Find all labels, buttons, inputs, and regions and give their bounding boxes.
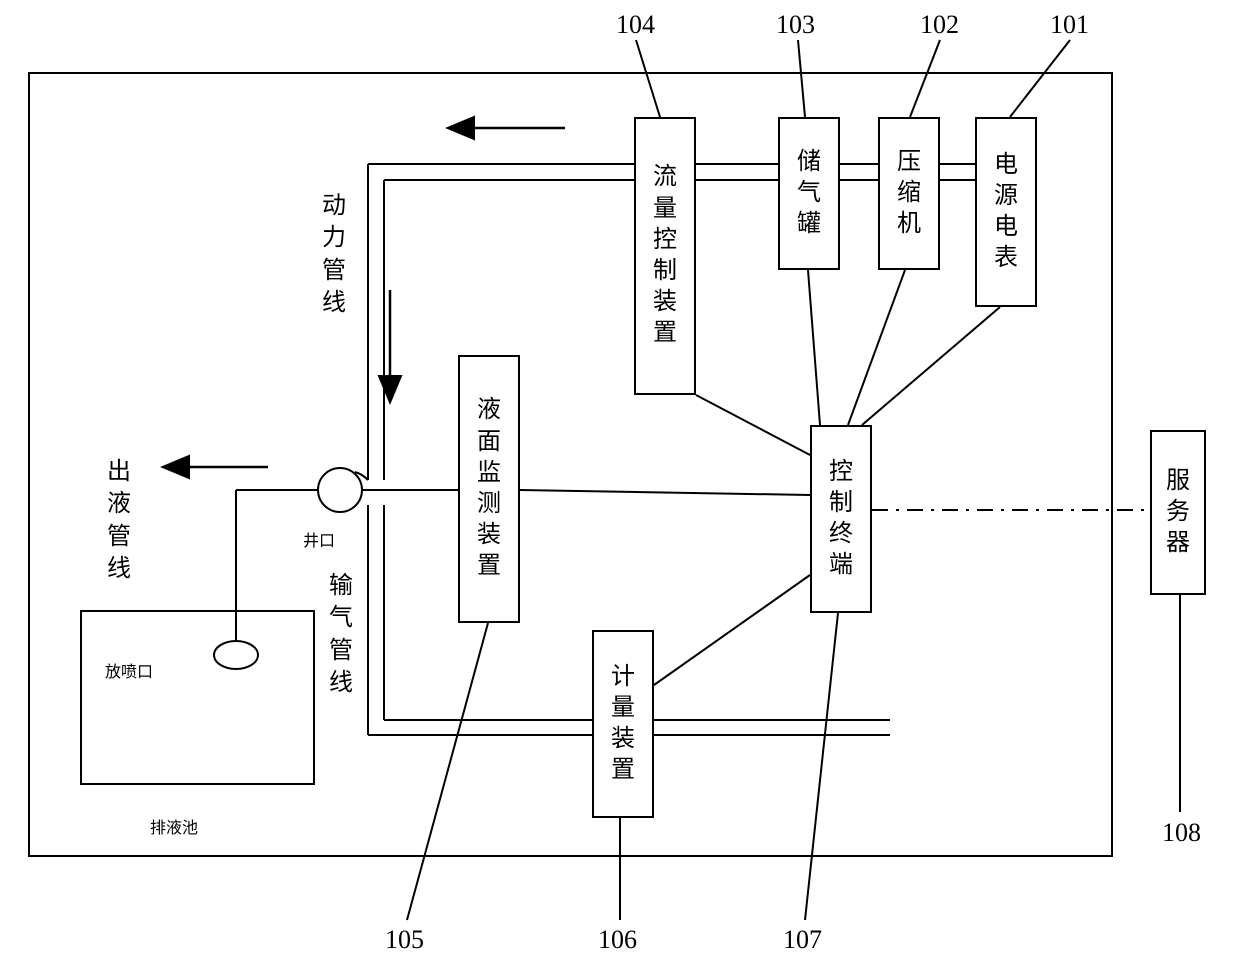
liquid-out-line-label: 出液管线 (105, 456, 133, 586)
liquid-monitor-box: 液面监测装置 (458, 355, 520, 623)
flow-control-box: 流量控制装置 (634, 117, 696, 395)
blowout-label: 放喷口 (105, 658, 153, 682)
ref-103: 103 (776, 10, 815, 40)
compressor-label: 压缩机 (897, 147, 921, 241)
ref-107: 107 (783, 925, 822, 955)
wellhead-label: 井口 (303, 527, 335, 551)
ref-102: 102 (920, 10, 959, 40)
ref-101: 101 (1050, 10, 1089, 40)
gas-tank-label: 储气罐 (797, 147, 821, 241)
gas-input-line-label: 输气管线 (327, 570, 355, 700)
ref-104: 104 (616, 10, 655, 40)
drain-pool-label: 排液池 (150, 814, 198, 838)
server-label: 服务器 (1166, 466, 1190, 560)
liquid-monitor-label: 液面监测装置 (477, 395, 501, 582)
flow-control-label: 流量控制装置 (653, 162, 677, 349)
control-terminal-label: 控制终端 (829, 457, 853, 582)
metering-box: 计量装置 (592, 630, 654, 818)
metering-label: 计量装置 (611, 662, 635, 787)
drain-pool-box (80, 610, 315, 785)
ref-108: 108 (1162, 818, 1201, 848)
compressor-box: 压缩机 (878, 117, 940, 270)
server-box: 服务器 (1150, 430, 1206, 595)
power-line-label: 动力管线 (320, 190, 348, 320)
gas-tank-box: 储气罐 (778, 117, 840, 270)
power-meter-label: 电源电表 (994, 150, 1018, 275)
power-meter-box: 电源电表 (975, 117, 1037, 307)
control-terminal-box: 控制终端 (810, 425, 872, 613)
ref-106: 106 (598, 925, 637, 955)
ref-105: 105 (385, 925, 424, 955)
